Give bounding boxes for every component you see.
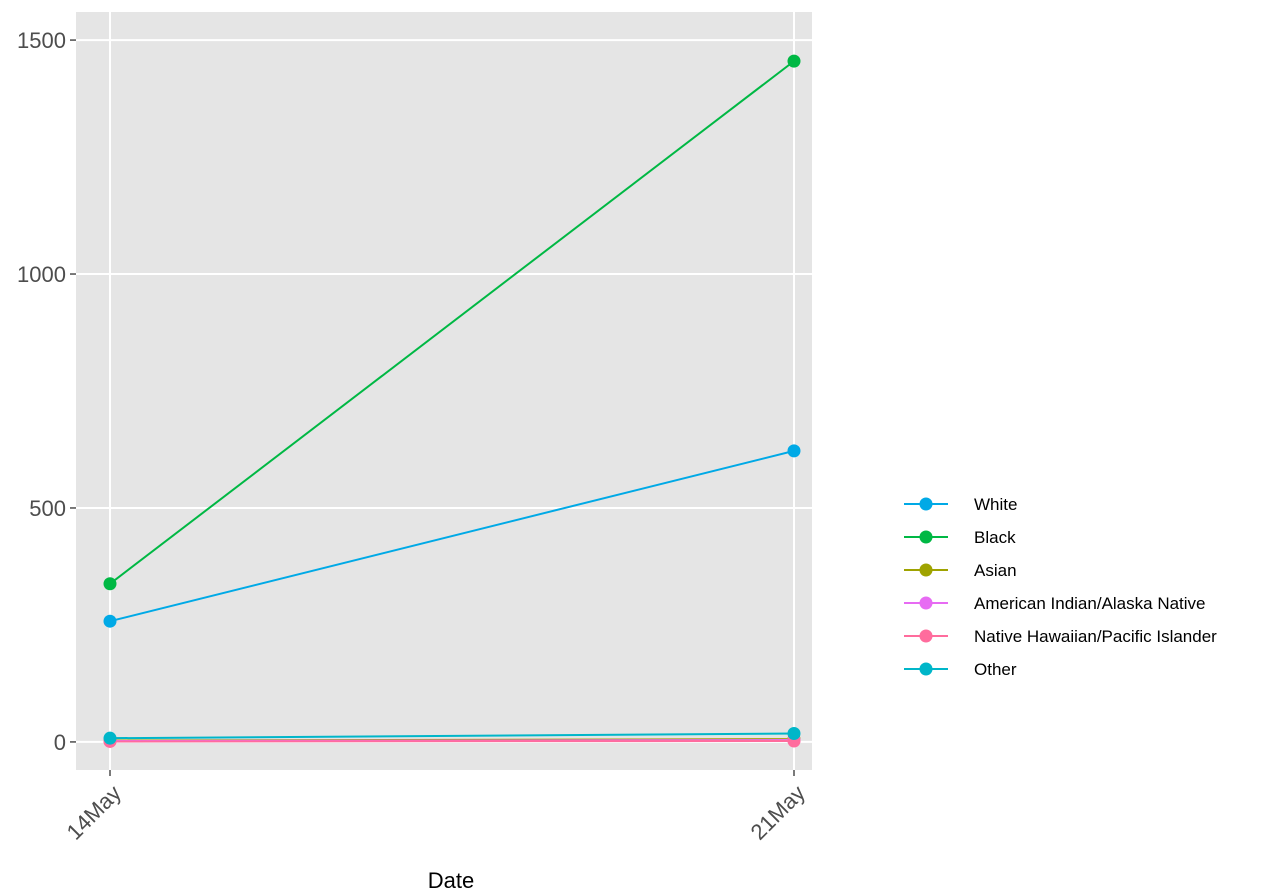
series-points	[103, 54, 801, 748]
legend-label: Asian	[974, 561, 1017, 580]
legend-key-point	[919, 497, 933, 511]
legend-label: Black	[974, 528, 1016, 547]
legend-key-point	[919, 662, 933, 676]
legend: White Black Asian American Indian/Alaska Na…	[904, 495, 1217, 679]
legend-key-point	[919, 530, 933, 544]
legend-label: Native Hawaiian/Pacific Islander	[974, 627, 1217, 646]
y-tick-label: 0	[54, 730, 66, 755]
legend-key-point	[919, 596, 933, 610]
legend-label: American Indian/Alaska Native	[974, 594, 1206, 613]
y-tick-label: 500	[29, 496, 66, 521]
legend-item-other: Other	[904, 660, 1017, 679]
y-tick-label: 1000	[17, 262, 66, 287]
legend-key-point	[919, 629, 933, 643]
series-lines	[109, 60, 795, 743]
series-line-white	[109, 449, 795, 623]
legend-item-asian: Asian	[904, 561, 1017, 580]
y-axis: 0 500 1000 1500	[17, 28, 76, 755]
legend-item-american-indian-alaska-native: American Indian/Alaska Native	[904, 594, 1206, 613]
x-tick-label: 14May	[62, 780, 126, 844]
series-line-black	[109, 60, 795, 585]
data-point-white	[787, 444, 801, 458]
data-point-other	[787, 727, 801, 741]
legend-label: Other	[974, 660, 1017, 679]
legend-label: White	[974, 495, 1017, 514]
legend-item-white: White	[904, 495, 1017, 514]
data-point-other	[103, 731, 117, 745]
legend-key-point	[919, 563, 933, 577]
y-tick-label: 1500	[17, 28, 66, 53]
x-tick-label: 21May	[746, 780, 810, 844]
legend-item-native-hawaiian-pacific-islander: Native Hawaiian/Pacific Islander	[904, 627, 1217, 646]
panel-background	[76, 12, 812, 770]
x-axis-title: Date	[428, 868, 474, 893]
data-point-black	[103, 577, 117, 591]
series-line-other	[109, 732, 795, 740]
legend-item-black: Black	[904, 528, 1016, 547]
data-point-white	[103, 614, 117, 628]
x-axis: 14May 21May	[62, 770, 810, 845]
data-point-black	[787, 54, 801, 68]
